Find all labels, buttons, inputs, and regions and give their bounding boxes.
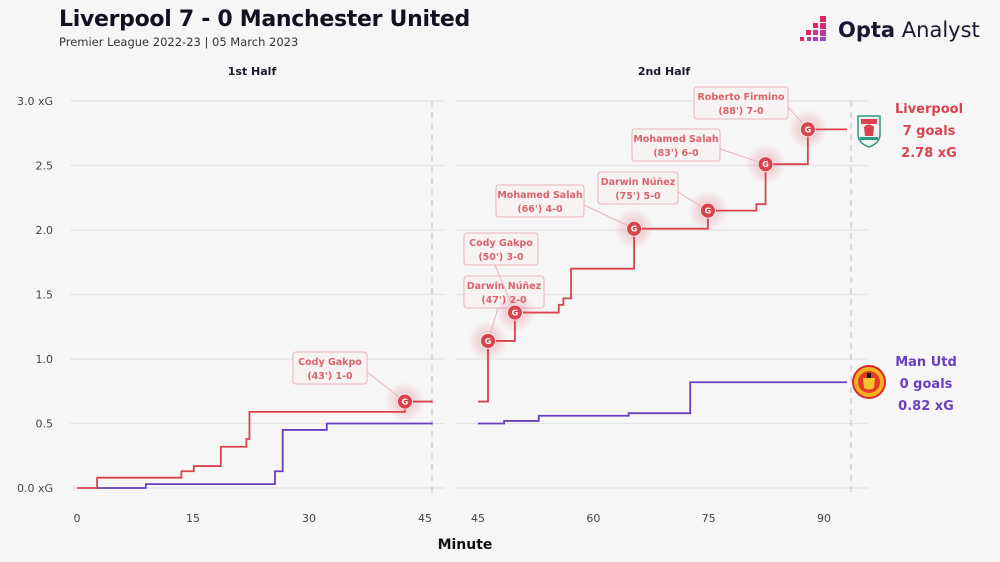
goal-annotation: Cody Gakpo (43') 1-0 G	[292, 351, 425, 422]
goal-marker-label: G	[512, 309, 519, 318]
x-tick-label: 45	[471, 512, 485, 525]
liverpool-summary-goals: 7 goals	[903, 124, 956, 139]
goal-scorer-name: Darwin Núñez	[601, 177, 676, 188]
goal-marker	[626, 220, 642, 237]
x-tick-label: 45	[418, 512, 432, 525]
annotation-box	[292, 351, 368, 385]
liverpool-summary-name: Liverpool	[895, 102, 963, 117]
goal-annotation: Roberto Firmino (88') 7-0 G	[693, 86, 828, 150]
x-tick-label: 90	[817, 512, 831, 525]
goal-annotation: Darwin Núñez (75') 5-0 G	[597, 171, 728, 231]
goal-marker	[699, 202, 716, 219]
goal-marker-label: G	[402, 398, 409, 407]
y-tick-label: 0.5	[36, 418, 54, 431]
panel-title-1st-half: 1st Half	[228, 65, 277, 78]
goal-minute-score: (43') 1-0	[307, 371, 353, 382]
panel-title-2nd-half: 2nd Half	[638, 65, 691, 78]
annotation-box	[693, 86, 789, 120]
goal-minute-score: (88') 7-0	[718, 106, 764, 117]
goal-minute-score: (75') 5-0	[615, 191, 661, 202]
x-tick-label: 60	[586, 512, 600, 525]
y-axis-ticks: 0.0 xG 0.5 1.0 1.5 2.0 2.5 3.0 xG	[17, 95, 53, 495]
goal-annotation: Mohamed Salah (66') 4-0 G	[495, 184, 655, 249]
annotation-box	[463, 232, 539, 266]
y-tick-label: 1.5	[36, 289, 54, 302]
annotation-connector	[583, 204, 635, 230]
goal-scorer-name: Mohamed Salah	[497, 190, 583, 201]
goal-marker	[507, 304, 523, 321]
liverpool-crest-icon	[857, 115, 881, 148]
opta-analyst-logo: Opta Analyst	[800, 14, 980, 48]
goal-scorer-name: Roberto Firmino	[697, 92, 784, 103]
man-utd-summary-name: Man Utd	[895, 355, 957, 370]
annotation-connector	[366, 371, 406, 402]
grid-lines	[70, 100, 868, 494]
x-axis-title: Minute	[438, 537, 493, 553]
annotation-connector	[719, 148, 766, 165]
chart-title: Liverpool 7 - 0 Manchester United	[59, 7, 470, 32]
goal-scorer-name: Cody Gakpo	[298, 357, 362, 368]
man-utd-xg-line-1st-half	[97, 422, 433, 489]
x-tick-label: 30	[302, 512, 316, 525]
man-utd-summary-xg: 0.82 xG	[898, 399, 954, 414]
man-utd-summary-goals: 0 goals	[900, 377, 953, 392]
liverpool-summary-xg: 2.78 xG	[901, 146, 957, 161]
x-tick-label: 0	[74, 512, 81, 525]
goal-marker-label: G	[485, 337, 492, 346]
goal-marker-label: G	[762, 160, 769, 169]
goal-marker	[799, 121, 816, 138]
goal-minute-score: (50') 3-0	[478, 252, 524, 263]
liverpool-xg-line-1st-half	[77, 400, 433, 489]
goal-marker	[480, 333, 496, 349]
goal-scorer-name: Cody Gakpo	[469, 238, 533, 249]
logo-text-bold: Opta	[838, 18, 896, 42]
goal-marker-label: G	[805, 125, 812, 134]
goal-marker	[396, 393, 413, 410]
y-tick-label: 3.0 xG	[17, 95, 53, 108]
series-lines	[77, 128, 848, 489]
logo-text: Opta Analyst	[838, 18, 980, 42]
goal-minute-score: (66') 4-0	[517, 204, 563, 215]
goal-marker-label: G	[631, 225, 638, 234]
x-axis-ticks: 0 15 30 45 45 60 75 90	[74, 512, 832, 525]
goal-scorer-name: Mohamed Salah	[633, 134, 719, 145]
chart-subtitle: Premier League 2022-23 | 05 March 2023	[59, 35, 299, 49]
annotation-box	[631, 128, 721, 162]
y-tick-label: 0.0 xG	[17, 482, 53, 495]
x-tick-label: 75	[702, 512, 716, 525]
x-tick-label: 15	[186, 512, 200, 525]
man-utd-crest-icon	[852, 365, 886, 399]
man-utd-xg-line-2nd-half	[478, 381, 848, 425]
annotation-connector	[494, 264, 516, 313]
logo-text-light: Analyst	[901, 18, 980, 42]
goal-marker	[757, 156, 774, 173]
annotation-box	[597, 171, 679, 205]
annotation-box	[495, 184, 585, 218]
goal-annotation: Mohamed Salah (83') 6-0 G	[631, 128, 786, 185]
goal-annotation: Cody Gakpo (50') 3-0 G	[463, 232, 539, 333]
opta-logo-icon	[800, 16, 826, 41]
goal-marker-label: G	[705, 207, 712, 216]
y-tick-label: 2.5	[36, 160, 54, 173]
y-tick-label: 1.0	[36, 353, 54, 366]
goal-minute-score: (83') 6-0	[653, 148, 699, 159]
y-tick-label: 2.0	[36, 224, 54, 237]
